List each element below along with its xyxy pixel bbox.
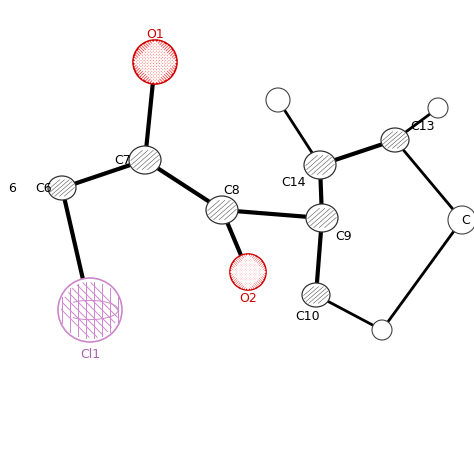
Text: O2: O2 [239,292,257,304]
Ellipse shape [206,196,238,224]
Ellipse shape [306,204,338,232]
Text: C13: C13 [411,119,435,133]
Ellipse shape [48,176,76,200]
Circle shape [448,206,474,234]
Text: 6: 6 [8,182,16,194]
Text: C8: C8 [224,183,240,197]
Text: O1: O1 [146,27,164,40]
Circle shape [266,88,290,112]
Ellipse shape [304,151,336,179]
Ellipse shape [133,40,177,84]
Circle shape [372,320,392,340]
Text: Cl1: Cl1 [80,347,100,361]
Text: C10: C10 [296,310,320,323]
Text: C7: C7 [115,154,131,166]
Ellipse shape [381,128,409,152]
Ellipse shape [230,254,266,290]
Ellipse shape [302,283,330,307]
Circle shape [428,98,448,118]
Ellipse shape [129,146,161,174]
Circle shape [58,278,122,342]
Text: C: C [461,213,470,227]
Text: C6: C6 [36,182,52,194]
Text: C9: C9 [336,229,352,243]
Text: C14: C14 [282,176,306,190]
